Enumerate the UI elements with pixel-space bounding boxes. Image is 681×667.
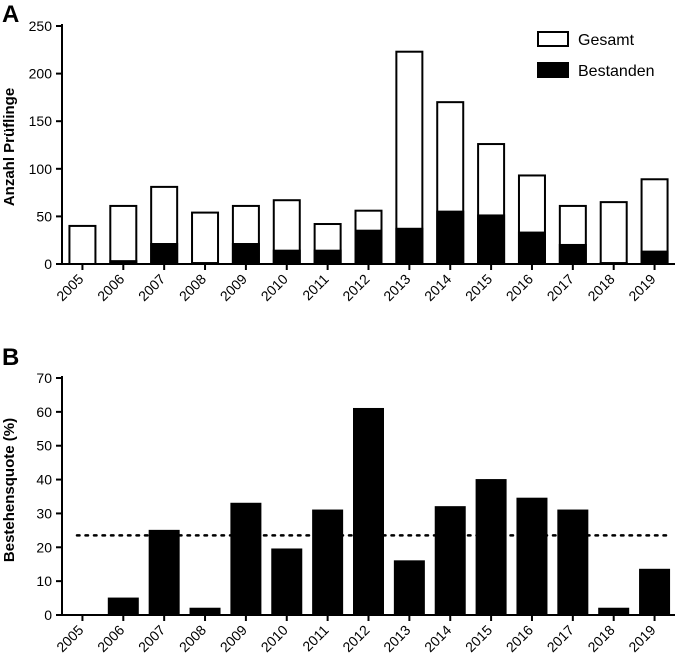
panel-a-legend: Gesamt Bestanden (537, 31, 655, 80)
x-tick-label: 2010 (258, 271, 291, 304)
x-tick-label: 2019 (625, 622, 658, 655)
bar-bestanden (558, 243, 587, 266)
y-tick-label: 0 (44, 256, 52, 272)
bar-bestanden (191, 262, 220, 266)
panel-a-bars (68, 50, 669, 266)
bar-bestehensquote (312, 509, 344, 616)
x-tick-label: 2005 (53, 622, 86, 655)
y-tick-label: 20 (36, 539, 52, 555)
bar-gesamt (109, 204, 138, 265)
x-tick-label: 2007 (135, 622, 168, 655)
x-tick-label: 2007 (135, 271, 168, 304)
bar-bestehensquote (148, 529, 180, 616)
bar-gesamt (68, 224, 97, 265)
y-tick-label: 0 (44, 607, 52, 623)
bar-bestanden (640, 250, 669, 265)
x-tick-label: 2011 (299, 622, 332, 655)
x-tick-label: 2011 (299, 271, 332, 304)
bar-bestehensquote (475, 479, 507, 616)
panel-a-y-axis-title: Anzahl Prüflinge (1, 88, 18, 206)
bar-bestehensquote (393, 560, 425, 616)
panel-b-bars (75, 407, 672, 616)
bar-bestanden (517, 231, 546, 265)
bar-gesamt (599, 201, 628, 265)
y-tick-label: 100 (29, 161, 53, 177)
bar-bestanden (395, 227, 424, 265)
legend-label-gesamt: Gesamt (578, 32, 635, 49)
y-tick-label: 250 (29, 18, 53, 34)
x-tick-label: 2009 (217, 271, 250, 304)
x-tick-label: 2015 (462, 622, 495, 655)
bar-bestehensquote (107, 597, 139, 616)
y-tick-label: 200 (29, 66, 53, 82)
bar-bestehensquote (639, 568, 671, 616)
y-tick-label: 30 (36, 505, 52, 521)
bar-bestehensquote (353, 407, 384, 616)
y-tick-label: 40 (36, 472, 52, 488)
bar-bestehensquote (230, 502, 262, 616)
panel-b-y-axis-title: Bestehensquote (%) (1, 418, 18, 562)
x-tick-label: 2006 (94, 622, 127, 655)
x-tick-label: 2017 (544, 271, 577, 304)
x-tick-label: 2008 (176, 622, 209, 655)
bar-bestanden (313, 249, 342, 265)
bar-bestehensquote (598, 607, 630, 616)
x-tick-label: 2015 (462, 271, 495, 304)
bar-bestanden (231, 243, 260, 265)
x-tick-label: 2019 (625, 271, 658, 304)
x-tick-label: 2018 (584, 271, 617, 304)
x-tick-label: 2018 (584, 622, 617, 655)
bar-bestehensquote (557, 509, 589, 616)
y-tick-label: 50 (36, 438, 52, 454)
bar-bestehensquote (271, 548, 303, 616)
panel-a-letter: A (2, 1, 19, 28)
x-tick-label: 2006 (94, 271, 127, 304)
x-tick-label: 2014 (421, 622, 454, 655)
x-tick-label: 2010 (258, 622, 291, 655)
bar-bestanden (354, 229, 383, 265)
x-tick-label: 2013 (380, 622, 413, 655)
bar-bestanden (272, 249, 301, 265)
y-tick-label: 10 (36, 573, 52, 589)
x-tick-label: 2016 (503, 271, 536, 304)
bar-bestanden (109, 260, 138, 266)
y-tick-label: 70 (36, 370, 52, 386)
x-tick-label: 2014 (421, 271, 454, 304)
y-tick-label: 60 (36, 404, 52, 420)
legend-label-bestanden: Bestanden (578, 63, 655, 80)
x-tick-label: 2012 (339, 271, 372, 304)
x-tick-label: 2017 (544, 622, 577, 655)
bar-bestanden (599, 262, 628, 266)
y-tick-label: 150 (29, 113, 53, 129)
bar-bestanden (150, 243, 179, 265)
panel-b: B Bestehensquote (%) 0 10 20 30 40 50 60 70 2005… (1, 344, 675, 655)
legend-swatch-gesamt (537, 31, 569, 47)
bar-bestehensquote (189, 607, 221, 616)
x-tick-label: 2005 (53, 271, 86, 304)
bar-bestehensquote (516, 497, 548, 616)
x-tick-label: 2012 (339, 622, 372, 655)
x-tick-label: 2009 (217, 622, 250, 655)
bar-gesamt (640, 178, 669, 265)
x-tick-label: 2016 (503, 622, 536, 655)
bar-bestanden (436, 210, 465, 265)
legend-swatch-bestanden (537, 62, 569, 78)
bar-gesamt (191, 211, 220, 265)
x-tick-label: 2013 (380, 271, 413, 304)
y-tick-label: 50 (36, 208, 52, 224)
x-tick-label: 2008 (176, 271, 209, 304)
bar-bestanden (477, 214, 506, 265)
bar-bestehensquote (434, 506, 466, 616)
panel-b-letter: B (2, 344, 19, 371)
